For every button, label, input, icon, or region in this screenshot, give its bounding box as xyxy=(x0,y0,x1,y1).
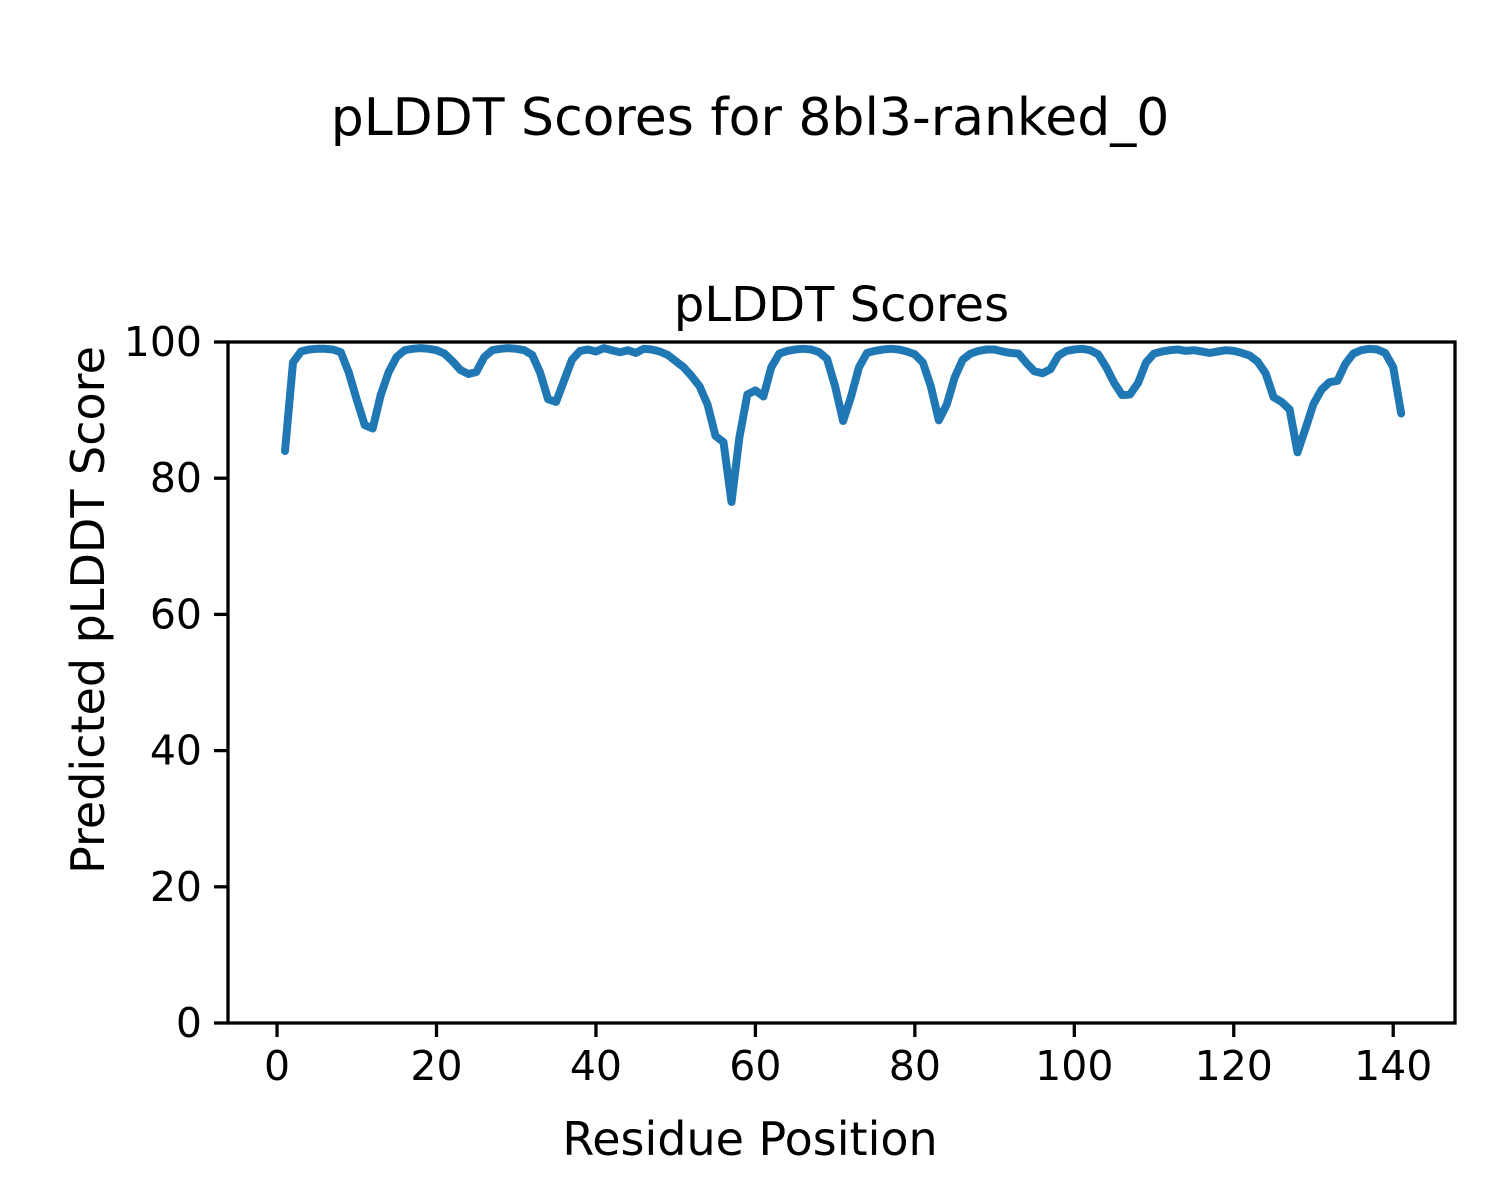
y-tick-label: 100 xyxy=(124,318,202,366)
y-tick-label: 60 xyxy=(150,590,202,638)
plddt-line xyxy=(281,344,1406,506)
x-tick-label: 20 xyxy=(410,1042,462,1090)
y-tick-label: 40 xyxy=(150,727,202,775)
x-tick-label: 120 xyxy=(1195,1042,1273,1090)
axes-spines xyxy=(226,340,1457,1025)
axes-title: pLDDT Scores xyxy=(673,277,1010,333)
x-tick-label: 0 xyxy=(264,1042,290,1090)
figure-title: pLDDT Scores for 8bl3-ranked_0 xyxy=(330,88,1170,148)
y-tick-label: 0 xyxy=(176,999,202,1047)
x-tick-label: 80 xyxy=(889,1042,941,1090)
y-tick-label: 80 xyxy=(150,454,202,502)
x-tick-label: 140 xyxy=(1354,1042,1432,1090)
y-tick-label: 20 xyxy=(150,863,202,911)
x-tick-label: 60 xyxy=(729,1042,781,1090)
y-axis-label: Predicted pLDDT Score xyxy=(61,346,115,874)
x-tick-label: 40 xyxy=(570,1042,622,1090)
x-tick-label: 100 xyxy=(1035,1042,1113,1090)
x-axis-label: Residue Position xyxy=(562,1112,938,1166)
